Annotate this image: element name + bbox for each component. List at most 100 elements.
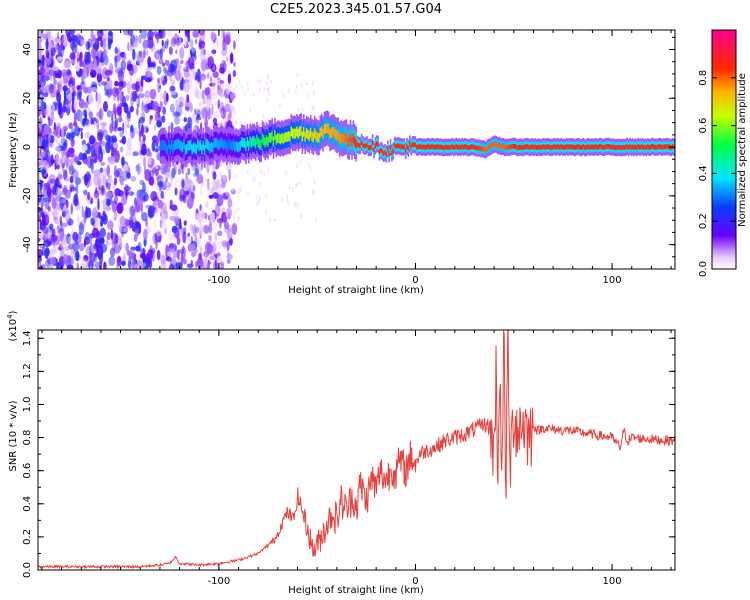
ridge-cell — [548, 144, 550, 150]
ridge-cell — [549, 145, 551, 150]
noise-blob — [142, 39, 150, 49]
ridge-cell — [179, 140, 181, 150]
noise-blob — [124, 202, 130, 215]
noise-blob — [92, 227, 99, 238]
ridge-cell — [554, 144, 557, 150]
noise-blob — [287, 88, 290, 94]
noise-blob — [49, 83, 54, 94]
snr-frame — [37, 329, 676, 571]
ridge-cell — [283, 132, 286, 143]
ridge-cell — [638, 144, 641, 150]
ridge-cell — [355, 138, 357, 149]
noise-blob — [80, 39, 86, 45]
noise-blob — [174, 177, 181, 190]
noise-blob — [38, 36, 42, 44]
noise-blob — [182, 180, 185, 189]
chart-title: C2E5.2023.345.01.57.G04 — [269, 2, 443, 17]
noise-blob — [41, 113, 44, 124]
noise-blob — [131, 222, 136, 232]
noise-blob — [159, 92, 163, 101]
noise-blob — [63, 60, 70, 69]
noise-blob — [103, 261, 106, 268]
noise-blob — [202, 77, 205, 83]
noise-blob — [53, 121, 56, 131]
ridge-cell — [484, 147, 487, 153]
noise-blob — [176, 249, 180, 260]
noise-blob — [241, 84, 244, 90]
noise-blob — [105, 78, 113, 90]
ridge-cell — [607, 144, 609, 149]
ridge-cell — [264, 137, 267, 148]
noise-blob — [154, 163, 159, 170]
ridge-cell — [552, 145, 554, 150]
noise-blob — [98, 145, 103, 154]
ridge-cell — [627, 145, 630, 151]
ridge-cell — [586, 144, 589, 150]
noise-blob — [246, 191, 250, 197]
ridge-cell — [387, 146, 389, 152]
noise-blob — [209, 77, 212, 83]
noise-blob — [126, 110, 131, 119]
noise-blob — [55, 138, 58, 145]
noise-blob — [262, 113, 265, 119]
noise-blob — [117, 69, 125, 83]
noise-blob — [129, 74, 132, 87]
ridge-cell — [195, 144, 198, 155]
noise-blob — [90, 30, 94, 39]
noise-blob — [38, 169, 41, 182]
noise-blob — [211, 49, 217, 55]
noise-blob — [219, 79, 224, 85]
noise-blob — [147, 151, 153, 158]
noise-blob — [57, 99, 61, 110]
ridge-cell — [575, 144, 578, 150]
noise-blob — [221, 83, 225, 89]
spectrogram-x-tick-label: -100 — [208, 275, 231, 286]
ridge-cell — [644, 144, 646, 150]
ridge-cell — [199, 140, 202, 150]
noise-blob — [106, 164, 111, 177]
noise-blob — [161, 62, 166, 67]
ridge-cell — [572, 144, 575, 150]
noise-blob — [147, 156, 152, 165]
noise-blob — [284, 170, 288, 176]
ridge-cell — [220, 137, 222, 148]
ridge-cell — [605, 144, 608, 149]
noise-blob — [219, 93, 225, 98]
ridge-cell — [517, 144, 520, 150]
noise-blob — [178, 37, 182, 46]
ridge-cell — [660, 145, 663, 150]
noise-blob — [123, 163, 129, 172]
noise-blob — [157, 80, 161, 94]
ridge-cell — [422, 144, 425, 150]
noise-blob — [169, 85, 176, 93]
noise-blob — [112, 186, 115, 196]
noise-blob — [101, 81, 107, 86]
noise-blob — [206, 50, 211, 58]
ridge-cell — [184, 145, 187, 155]
ridge-cell — [480, 146, 483, 152]
noise-blob — [140, 124, 144, 137]
noise-blob — [55, 72, 60, 78]
ridge-cell — [344, 132, 346, 143]
ridge-cell — [570, 144, 572, 150]
ridge-cell — [576, 144, 579, 149]
ridge-cell — [181, 142, 184, 153]
noise-blob — [113, 243, 121, 254]
noise-blob — [96, 30, 104, 38]
ridge-cell — [298, 126, 301, 137]
noise-blob — [101, 262, 104, 267]
ridge-cell — [662, 144, 664, 150]
ridge-cell — [261, 133, 264, 144]
noise-blob — [62, 142, 68, 150]
noise-blob — [255, 194, 259, 200]
ridge-cell — [424, 144, 426, 150]
ridge-cell — [567, 145, 569, 150]
noise-blob — [160, 115, 165, 123]
noise-blob — [90, 217, 95, 226]
noise-blob — [222, 38, 226, 51]
noise-blob — [224, 103, 231, 113]
noise-blob — [101, 237, 105, 244]
colorbar: 0.0 0.2 0.4 0.6 0.8 Normalized spectral ampl… — [698, 29, 748, 277]
noise-blob — [121, 156, 125, 166]
